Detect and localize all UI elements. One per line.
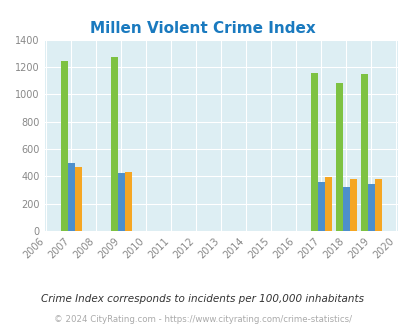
- Bar: [360, 74, 367, 231]
- Bar: [317, 182, 324, 231]
- Bar: [111, 57, 117, 231]
- Bar: [342, 187, 349, 231]
- Bar: [367, 184, 374, 231]
- Bar: [374, 179, 381, 231]
- Bar: [310, 73, 317, 231]
- Text: © 2024 CityRating.com - https://www.cityrating.com/crime-statistics/: © 2024 CityRating.com - https://www.city…: [54, 315, 351, 324]
- Bar: [124, 172, 131, 231]
- Text: Millen Violent Crime Index: Millen Violent Crime Index: [90, 21, 315, 36]
- Bar: [75, 167, 81, 231]
- Bar: [61, 60, 68, 231]
- Bar: [117, 173, 124, 231]
- Bar: [335, 83, 342, 231]
- Bar: [68, 163, 75, 231]
- Bar: [349, 179, 356, 231]
- Bar: [324, 177, 331, 231]
- Text: Crime Index corresponds to incidents per 100,000 inhabitants: Crime Index corresponds to incidents per…: [41, 294, 364, 304]
